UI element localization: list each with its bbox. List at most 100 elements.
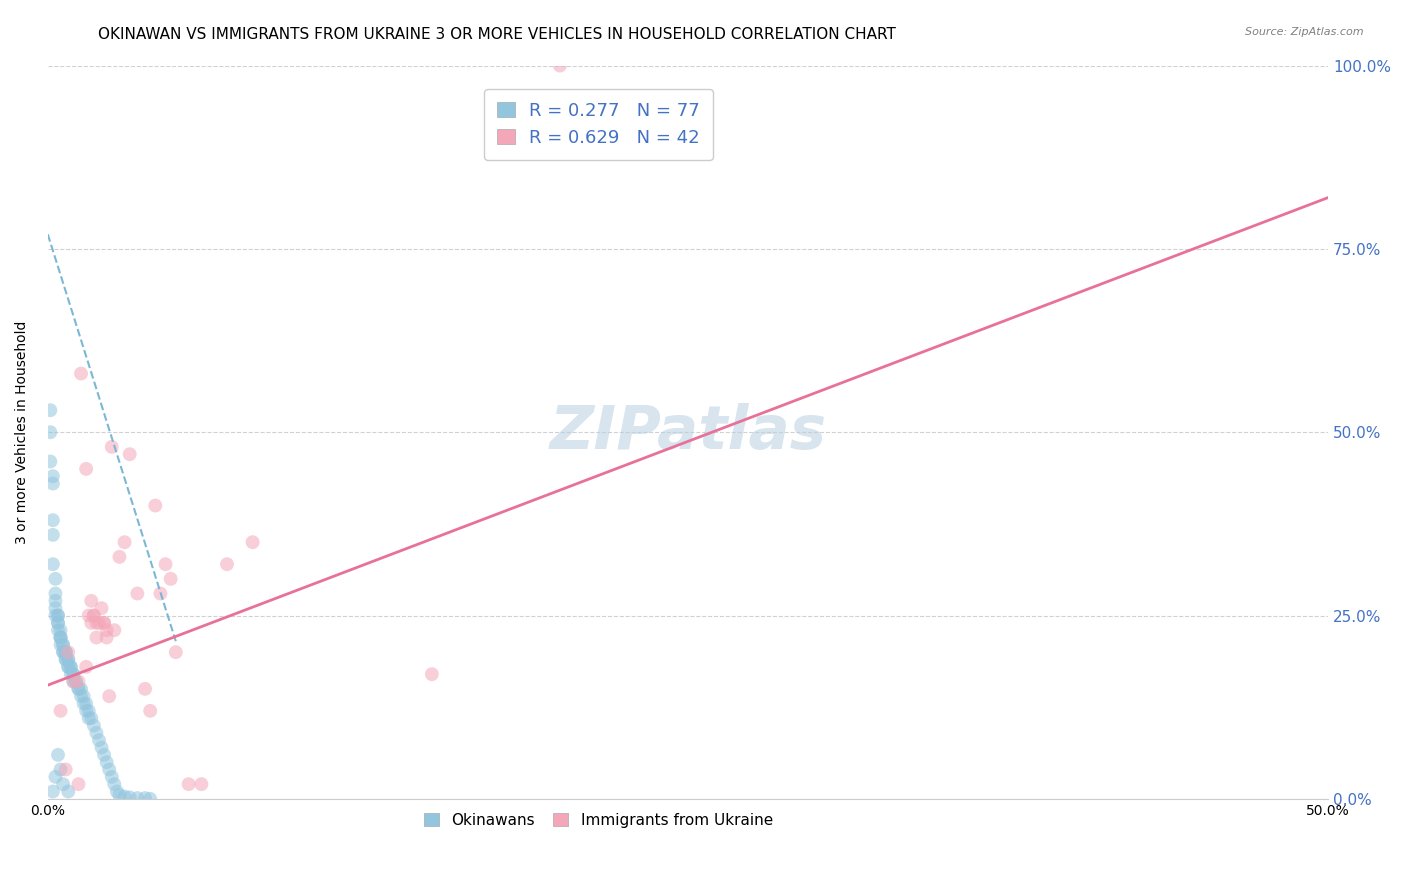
Point	[67, 681, 90, 696]
Point	[44, 594, 66, 608]
Point	[77, 711, 100, 725]
Point	[83, 608, 105, 623]
Point	[118, 447, 141, 461]
Point	[67, 777, 90, 791]
Point	[49, 638, 72, 652]
Point	[177, 777, 200, 791]
Point	[49, 631, 72, 645]
Point	[44, 572, 66, 586]
Point	[52, 645, 75, 659]
Point	[44, 770, 66, 784]
Point	[58, 660, 80, 674]
Point	[242, 535, 264, 549]
Point	[39, 403, 62, 417]
Point	[55, 652, 77, 666]
Point	[75, 462, 97, 476]
Point	[108, 788, 131, 802]
Point	[98, 689, 121, 703]
Point	[44, 601, 66, 615]
Point	[83, 718, 105, 732]
Point	[103, 623, 125, 637]
Point	[190, 777, 212, 791]
Text: OKINAWAN VS IMMIGRANTS FROM UKRAINE 3 OR MORE VEHICLES IN HOUSEHOLD CORRELATION : OKINAWAN VS IMMIGRANTS FROM UKRAINE 3 OR…	[98, 27, 896, 42]
Point	[87, 733, 110, 747]
Point	[59, 660, 82, 674]
Point	[49, 763, 72, 777]
Point	[42, 469, 65, 483]
Point	[44, 608, 66, 623]
Point	[42, 558, 65, 572]
Point	[75, 660, 97, 674]
Point	[39, 425, 62, 440]
Point	[149, 586, 172, 600]
Point	[72, 689, 94, 703]
Point	[65, 674, 87, 689]
Point	[42, 476, 65, 491]
Point	[139, 792, 162, 806]
Point	[93, 615, 115, 630]
Point	[75, 704, 97, 718]
Point	[58, 652, 80, 666]
Point	[70, 681, 93, 696]
Point	[139, 704, 162, 718]
Point	[96, 755, 118, 769]
Point	[59, 667, 82, 681]
Point	[165, 645, 187, 659]
Point	[134, 681, 156, 696]
Point	[58, 660, 80, 674]
Point	[55, 763, 77, 777]
Point	[155, 558, 177, 572]
Point	[80, 615, 103, 630]
Point	[67, 674, 90, 689]
Point	[93, 747, 115, 762]
Point	[98, 763, 121, 777]
Point	[80, 594, 103, 608]
Point	[46, 615, 69, 630]
Point	[62, 667, 84, 681]
Point	[55, 652, 77, 666]
Text: Source: ZipAtlas.com: Source: ZipAtlas.com	[1246, 27, 1364, 37]
Point	[62, 674, 84, 689]
Point	[90, 601, 112, 615]
Point	[55, 645, 77, 659]
Point	[49, 623, 72, 637]
Point	[52, 638, 75, 652]
Point	[83, 608, 105, 623]
Point	[72, 697, 94, 711]
Point	[46, 747, 69, 762]
Point	[46, 608, 69, 623]
Point	[127, 586, 149, 600]
Point	[93, 615, 115, 630]
Point	[143, 499, 166, 513]
Point	[52, 777, 75, 791]
Point	[215, 558, 238, 572]
Point	[420, 667, 443, 681]
Point	[100, 440, 122, 454]
Point	[114, 789, 136, 804]
Point	[70, 689, 93, 703]
Legend: Okinawans, Immigrants from Ukraine: Okinawans, Immigrants from Ukraine	[416, 805, 780, 835]
Point	[52, 645, 75, 659]
Point	[65, 674, 87, 689]
Point	[134, 791, 156, 805]
Point	[42, 528, 65, 542]
Point	[55, 645, 77, 659]
Point	[105, 784, 128, 798]
Point	[87, 615, 110, 630]
Point	[108, 549, 131, 564]
Point	[55, 645, 77, 659]
Point	[90, 740, 112, 755]
Point	[62, 674, 84, 689]
Text: ZIPatlas: ZIPatlas	[550, 402, 827, 462]
Point	[58, 784, 80, 798]
Point	[86, 615, 108, 630]
Point	[127, 791, 149, 805]
Point	[86, 726, 108, 740]
Point	[75, 697, 97, 711]
Point	[96, 631, 118, 645]
Point	[49, 704, 72, 718]
Point	[67, 681, 90, 696]
Point	[46, 615, 69, 630]
Point	[49, 631, 72, 645]
Point	[70, 367, 93, 381]
